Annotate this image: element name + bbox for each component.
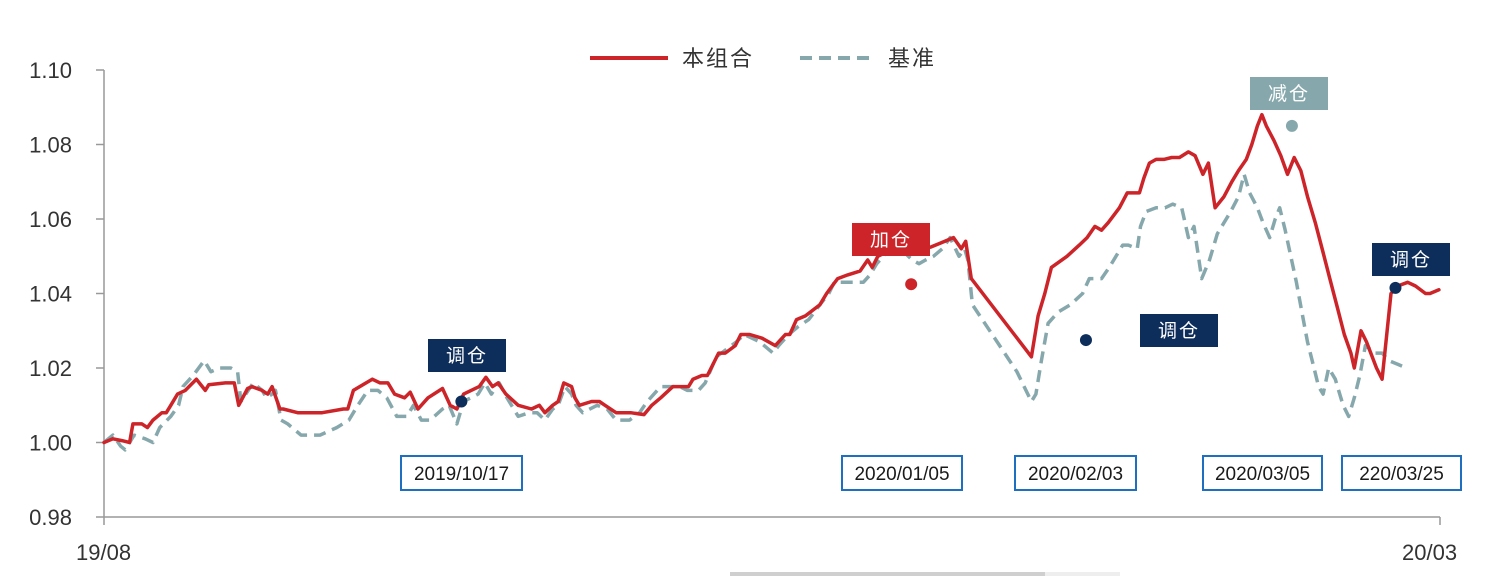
date-label-box — [1014, 455, 1137, 491]
date-label: 2019/10/17 — [414, 464, 509, 485]
date-label: 220/03/25 — [1359, 464, 1444, 485]
x-axis: 19/08 20/03 — [76, 516, 1457, 565]
horizontal-scrollbar-thumb[interactable] — [730, 572, 1045, 576]
annotation-box — [852, 223, 930, 256]
date-label-box — [400, 455, 523, 491]
annotation-label: 调仓 — [1390, 249, 1432, 271]
event-marker — [1285, 119, 1298, 132]
x-tick-label: 20/03 — [1402, 540, 1457, 565]
legend-label-benchmark: 基准 — [888, 46, 936, 71]
y-axis: 1.10 1.08 1.06 1.04 1.02 1.00 0.98 — [29, 58, 105, 530]
y-tick-label: 1.02 — [29, 356, 72, 381]
y-tick-label: 1.04 — [29, 282, 72, 307]
date-label-box — [1202, 455, 1323, 491]
annotation-box — [1372, 243, 1450, 276]
annotation-label: 调仓 — [446, 345, 488, 367]
date-label: 2020/03/05 — [1215, 464, 1310, 485]
y-tick-label: 1.06 — [29, 207, 72, 232]
benchmark-line — [102, 172, 1408, 452]
date-label: 2020/01/05 — [854, 464, 949, 485]
event-marker — [455, 395, 468, 408]
annotation-box — [428, 339, 506, 372]
annotation-box — [1140, 314, 1218, 347]
annotation-label: 调仓 — [1158, 320, 1200, 342]
event-marker — [1079, 334, 1092, 347]
date-label-box — [841, 455, 963, 491]
y-tick-label: 1.08 — [29, 133, 72, 158]
y-tick-label: 1.00 — [29, 431, 72, 456]
event-marker — [1389, 281, 1402, 294]
event-markers — [455, 119, 1402, 408]
x-tick-label: 19/08 — [76, 540, 131, 565]
portfolio-line — [102, 112, 1441, 445]
event-marker — [905, 278, 918, 291]
series-lines — [102, 112, 1441, 452]
legend: 本组合 基准 — [590, 46, 936, 71]
annotation-box — [1250, 77, 1328, 110]
event-date-labels: 2019/10/17 2020/01/05 2020/02/03 2020/03/05… — [400, 455, 1462, 491]
y-tick-label: 0.98 — [29, 505, 72, 530]
legend-label-portfolio: 本组合 — [682, 46, 754, 71]
date-label-box — [1341, 455, 1462, 491]
annotation-label: 减仓 — [1268, 83, 1310, 105]
date-label: 2020/02/03 — [1028, 464, 1123, 485]
annotation-label: 加仓 — [870, 229, 912, 251]
y-tick-label: 1.10 — [29, 58, 72, 83]
